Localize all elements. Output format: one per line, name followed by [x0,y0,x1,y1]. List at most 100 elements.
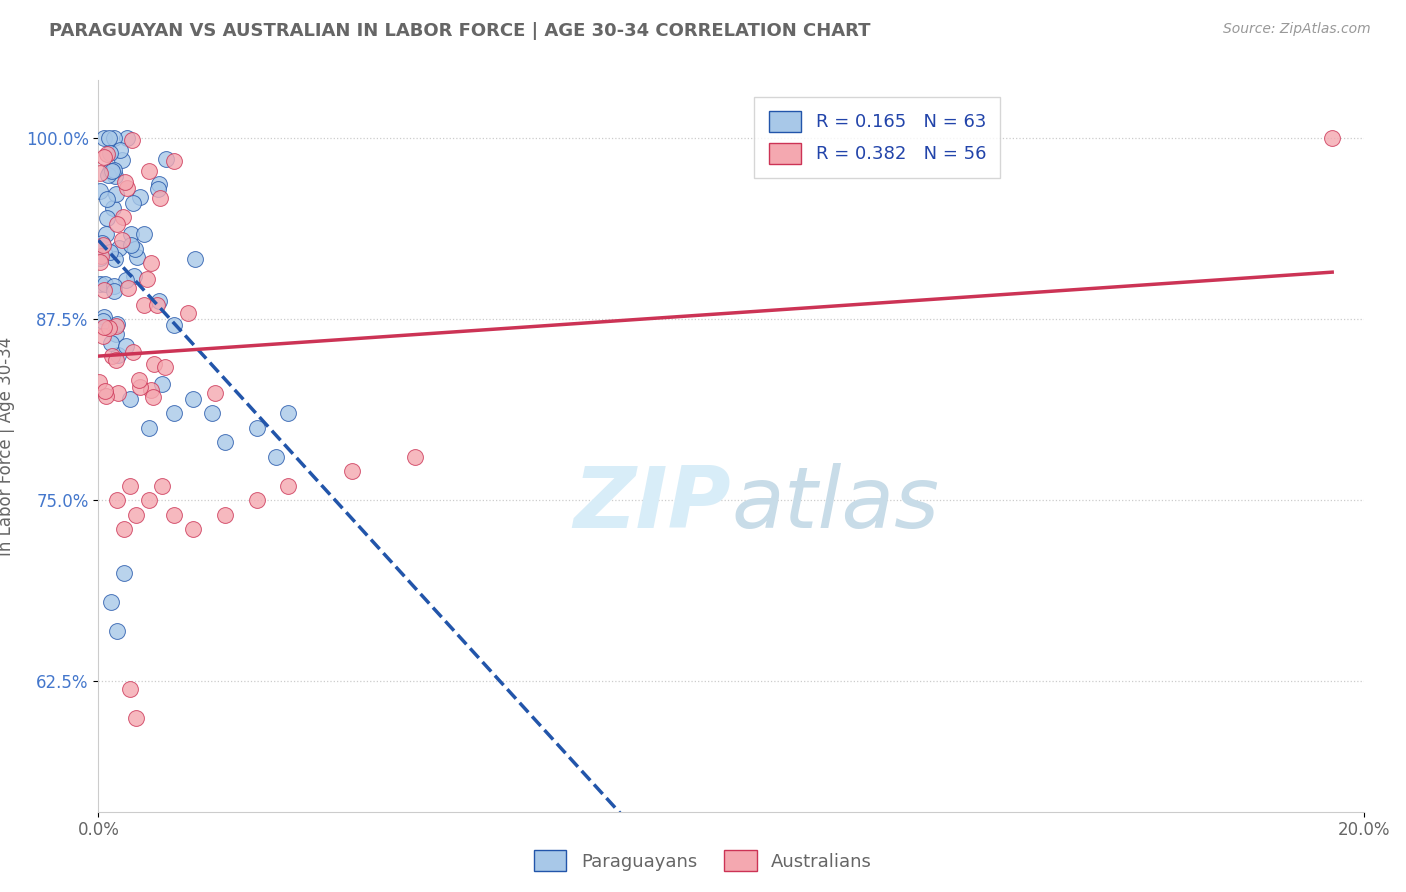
Point [100,595,122,609]
Point [277,479,299,493]
Point [120,392,141,406]
Point [105,317,128,331]
Point [98,244,121,259]
Point [107,385,129,400]
Point [91,235,114,250]
Point [98,164,121,178]
Point [150,479,173,493]
Point [93,150,115,164]
Point [107,348,129,362]
Point [103,163,125,178]
Point [107,624,129,638]
Point [124,242,146,256]
Point [138,164,160,178]
Point [98,145,121,160]
Legend: Paraguayans, Australians: Paraguayans, Australians [527,843,879,879]
Point [246,421,269,435]
Point [105,217,128,231]
Point [404,450,426,464]
Point [103,285,125,299]
Point [120,479,141,493]
Point [115,131,138,145]
Point [112,566,135,580]
Point [1322,131,1344,145]
Point [104,353,127,368]
Point [87,376,110,390]
Text: ZIP: ZIP [574,463,731,546]
Point [97,168,120,182]
Point [101,202,124,216]
Point [87,239,110,253]
Point [163,154,186,169]
Point [214,508,236,522]
Point [149,191,172,205]
Point [89,277,111,291]
Point [114,339,136,353]
Point [120,681,141,696]
Point [89,166,111,180]
Point [121,133,143,147]
Point [96,192,118,206]
Point [107,493,129,508]
Point [125,710,148,724]
Text: PARAGUAYAN VS AUSTRALIAN IN LABOR FORCE | AGE 30-34 CORRELATION CHART: PARAGUAYAN VS AUSTRALIAN IN LABOR FORCE … [49,22,870,40]
Point [104,252,127,267]
Point [115,273,138,287]
Point [101,349,124,363]
Point [204,385,226,400]
Point [184,252,207,267]
Point [214,435,236,450]
Point [163,406,186,420]
Point [246,493,269,508]
Point [103,131,125,145]
Point [128,380,150,394]
Point [132,298,155,312]
Point [122,268,145,283]
Point [141,383,163,397]
Point [148,182,170,196]
Text: atlas: atlas [731,463,939,546]
Point [138,421,160,435]
Point [163,508,186,522]
Point [142,390,165,404]
Point [112,211,135,225]
Point [264,450,287,464]
Point [93,310,115,325]
Point [148,293,170,308]
Point [139,256,162,270]
Point [183,392,205,406]
Point [104,169,127,183]
Point [108,143,131,157]
Point [340,464,363,478]
Point [128,190,150,204]
Point [125,250,148,264]
Point [89,255,111,269]
Point [89,184,111,198]
Point [201,406,224,420]
Point [111,153,134,168]
Point [103,278,125,293]
Point [277,406,299,420]
Point [96,389,118,403]
Point [117,280,139,294]
Point [121,195,143,210]
Point [155,152,177,166]
Point [150,377,173,392]
Point [93,314,115,328]
Point [96,227,118,241]
Point [91,238,114,252]
Point [96,211,118,226]
Point [114,175,136,189]
Legend: R = 0.165   N = 63, R = 0.382   N = 56: R = 0.165 N = 63, R = 0.382 N = 56 [754,96,1001,178]
Point [128,373,150,387]
Text: Source: ZipAtlas.com: Source: ZipAtlas.com [1223,22,1371,37]
Point [96,146,118,161]
Point [90,249,112,263]
Point [89,251,111,265]
Point [93,131,115,145]
Point [138,493,160,508]
Point [104,187,127,202]
Point [135,272,157,286]
Point [91,329,114,343]
Point [107,241,129,255]
